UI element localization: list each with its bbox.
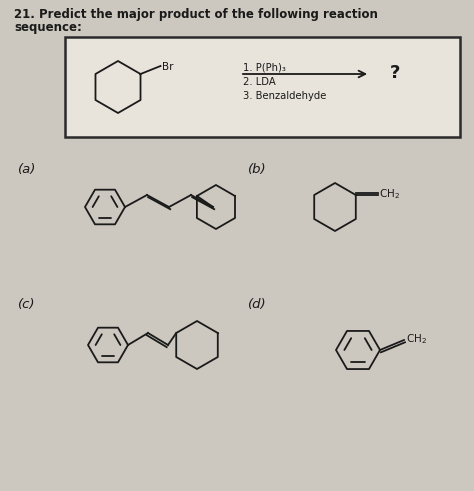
- Text: 3. Benzaldehyde: 3. Benzaldehyde: [243, 91, 327, 101]
- Text: ?: ?: [390, 64, 401, 82]
- Text: (c): (c): [18, 298, 36, 311]
- Text: (b): (b): [248, 163, 266, 176]
- Text: 21. Predict the major product of the following reaction: 21. Predict the major product of the fol…: [14, 8, 378, 21]
- Text: 2. LDA: 2. LDA: [243, 77, 276, 87]
- Text: (a): (a): [18, 163, 36, 176]
- Text: CH$_2$: CH$_2$: [406, 332, 427, 346]
- Text: 1. P(Ph)₃: 1. P(Ph)₃: [243, 62, 286, 72]
- Text: CH$_2$: CH$_2$: [379, 187, 400, 201]
- Text: Br: Br: [162, 62, 173, 72]
- Bar: [65, 37, 460, 137]
- Text: sequence:: sequence:: [14, 21, 82, 34]
- Text: (d): (d): [248, 298, 266, 311]
